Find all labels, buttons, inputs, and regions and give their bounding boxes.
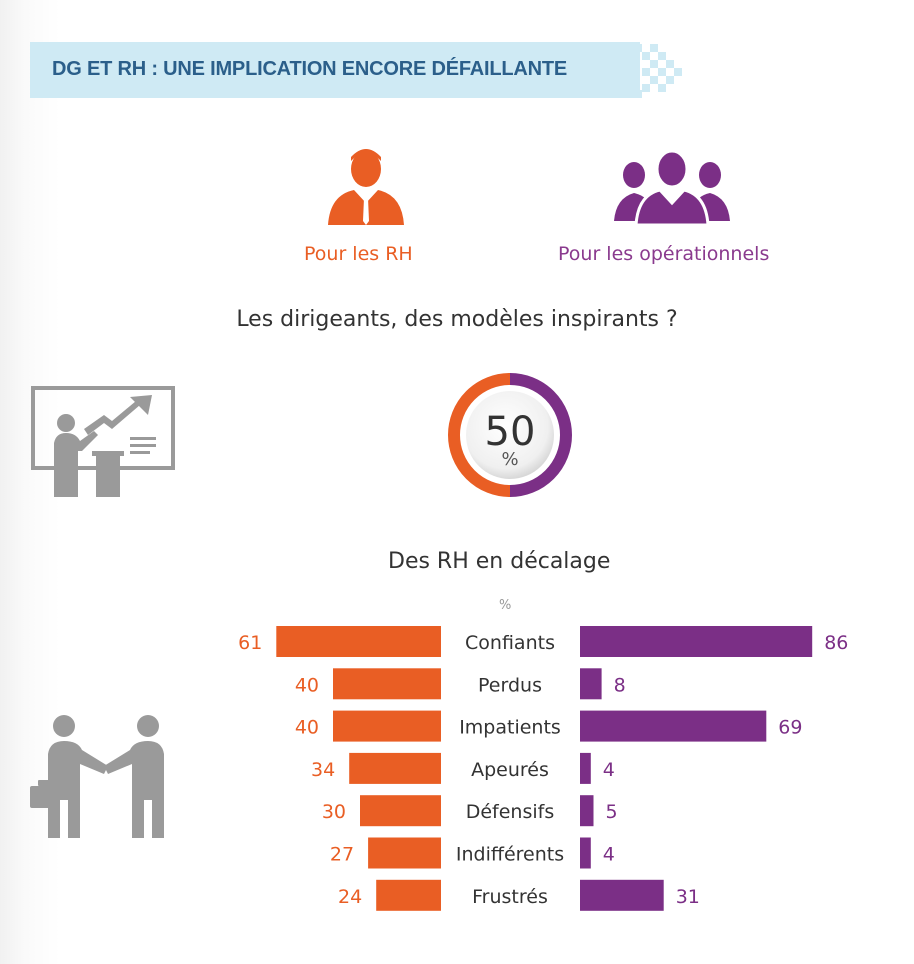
ops-bar [580,626,813,657]
category-label: Confiants [465,632,555,654]
hr-bar [368,837,441,869]
presentation-icon [31,386,175,497]
hr-value-label: 40 [295,674,319,696]
hr-value-label: 40 [295,717,319,739]
ops-bar [580,668,602,700]
category-label: Indifférents [456,844,564,866]
hr-value-label: 24 [338,886,362,908]
ops-value-label: 4 [603,759,615,781]
hr-audience-label: Pour les RH [304,243,413,265]
hr-bar [333,710,441,742]
donut-ops-segment [509,373,572,497]
hr-bar [276,626,441,657]
ops-value-label: 8 [614,674,626,696]
hr-bar [349,752,441,784]
hr-bar [360,795,441,827]
category-label: Apeurés [471,759,549,781]
hr-value-label: 27 [330,844,354,866]
donut-chart: 50 % [448,373,572,497]
donut-value: 50 [485,409,536,455]
hr-value-label: 61 [238,632,262,654]
ops-value-label: 69 [778,717,802,739]
hr-bar [333,668,441,700]
operational-audience-label: Pour les opérationnels [558,243,770,265]
question-leaders: Les dirigeants, des modèles inspirants ? [236,307,678,332]
donut-unit: % [501,449,518,470]
businessman-icon [328,149,404,225]
ops-bar [580,837,591,869]
category-label: Perdus [478,674,542,696]
ops-value-label: 31 [676,886,700,908]
checker-decoration [634,44,682,98]
ops-value-label: 4 [603,844,615,866]
category-label: Frustrés [472,886,548,908]
ops-bar [580,752,591,784]
ops-value-label: 86 [824,632,848,654]
hr-value-label: 30 [322,801,346,823]
ops-bar [580,795,594,827]
group-icon [614,149,730,225]
banner-title: DG ET RH : UNE IMPLICATION ENCORE DÉFAIL… [52,58,568,80]
ops-value-label: 5 [606,801,618,823]
title-banner [30,42,640,98]
handshake-icon [30,715,164,838]
ops-bar [580,710,767,742]
category-label: Défensifs [466,801,555,823]
hr-bar [376,879,441,911]
hr-value-label: 34 [311,759,335,781]
donut-hr-segment [448,373,511,497]
chart-unit-label: % [499,598,512,613]
category-label: Impatients [459,717,561,739]
question-hr-gap: Des RH en décalage [388,549,611,574]
ops-bar [580,879,664,911]
